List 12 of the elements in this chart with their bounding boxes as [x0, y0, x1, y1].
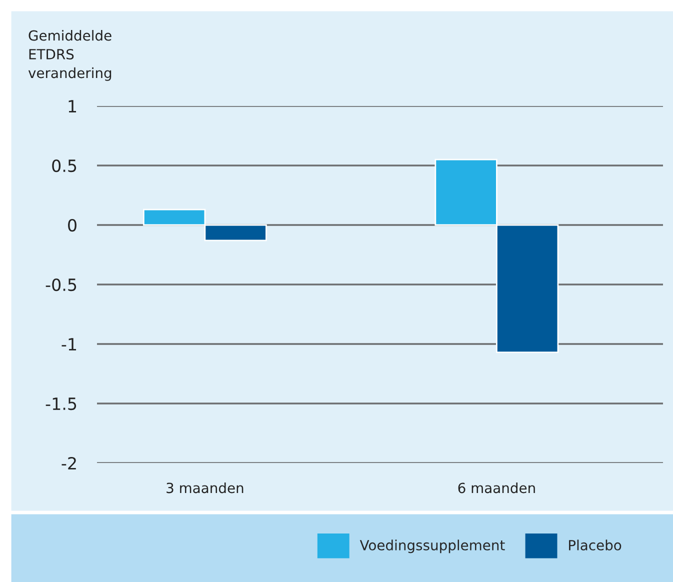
legend-label: Voedingssupplement: [360, 540, 505, 554]
y-tick-label: 0: [68, 218, 76, 232]
y-tick-label: -0.5: [46, 278, 76, 292]
y-tick-label: -1.5: [46, 398, 76, 410]
y-tick-label: -1: [62, 338, 76, 350]
x-tick-label: 3 maanden: [166, 482, 244, 494]
y-tick-label: -2: [62, 456, 76, 470]
y-tick-label: 1: [68, 100, 76, 112]
y-tick-label: 0.5: [52, 159, 76, 172]
x-tick-label: 6 maanden: [458, 482, 535, 494]
legend-label: Placebo: [569, 540, 622, 550]
y-axis-title: Gemiddelde ETDRS verandering: [28, 30, 112, 81]
